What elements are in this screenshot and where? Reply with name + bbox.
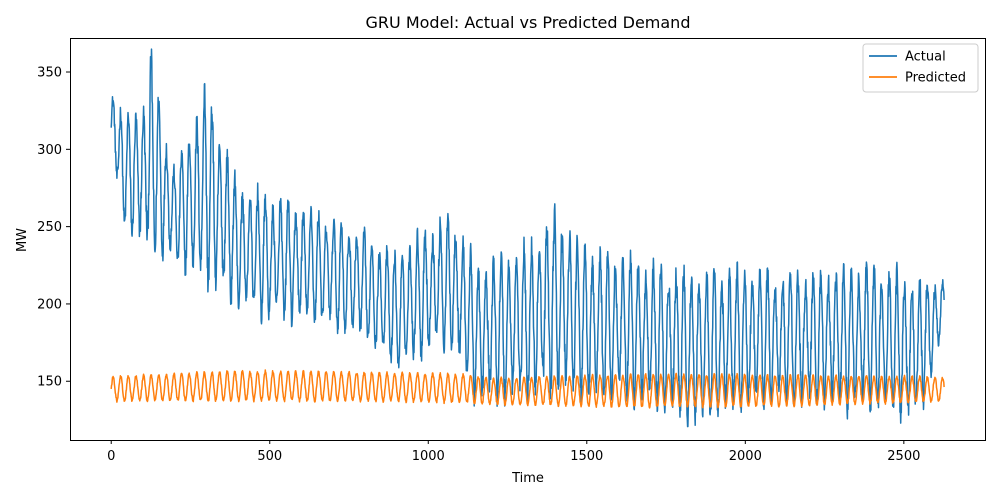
legend-label-actual: Actual <box>905 50 946 65</box>
x-tick-label: 2500 <box>887 449 920 464</box>
x-tick-label: 1000 <box>412 449 445 464</box>
x-tick-label: 2000 <box>729 449 762 464</box>
x-axis-label: Time <box>511 471 544 486</box>
x-axis: 0 500 1000 1500 2000 2500 <box>107 440 920 464</box>
y-tick-label: 200 <box>37 297 62 312</box>
x-tick-label: 1500 <box>570 449 603 464</box>
y-axis-label: MW <box>15 228 30 252</box>
y-axis: 150 200 250 300 350 <box>37 66 70 390</box>
series-layer <box>110 48 945 428</box>
y-tick-label: 350 <box>37 66 62 81</box>
chart-title: GRU Model: Actual vs Predicted Demand <box>366 13 691 32</box>
legend-label-predicted: Predicted <box>905 71 966 86</box>
y-tick-label: 250 <box>37 220 62 235</box>
x-tick-label: 0 <box>107 449 115 464</box>
plot-frame <box>70 38 986 441</box>
y-tick-label: 300 <box>37 143 62 158</box>
series-line-predicted <box>110 369 945 409</box>
plot-area <box>70 38 986 441</box>
legend: Actual Predicted <box>862 43 979 93</box>
x-tick-label: 500 <box>257 449 282 464</box>
y-tick-label: 150 <box>37 375 62 390</box>
